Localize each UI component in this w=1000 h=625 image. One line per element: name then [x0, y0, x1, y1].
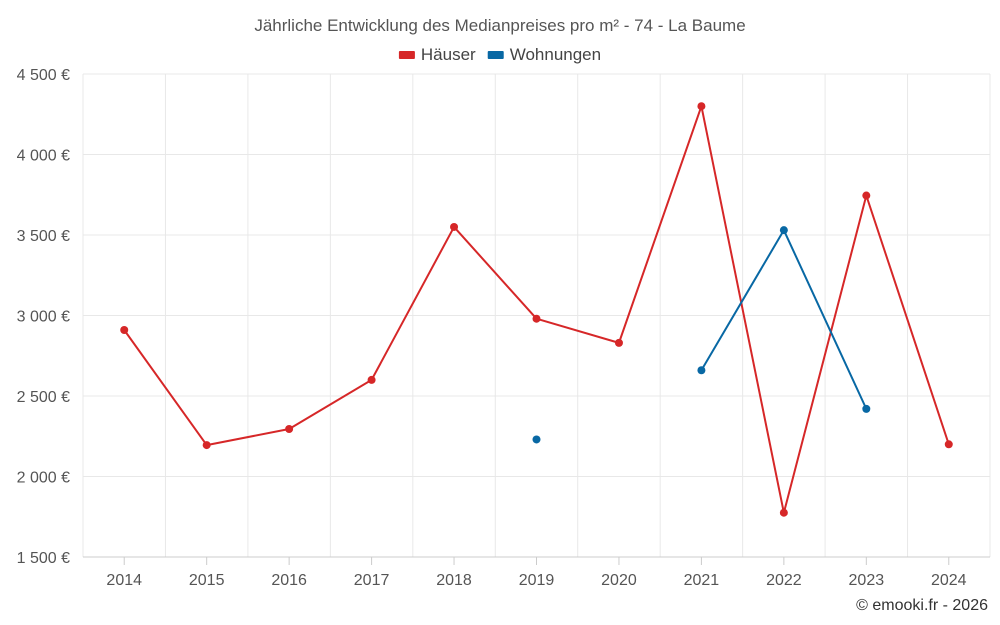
legend-swatch	[398, 51, 415, 59]
y-tick-label: 2 000 €	[17, 470, 70, 487]
axes: 1 500 € 2 000 € 2 500 € 3 000 € 3 500 € 4 000…	[17, 67, 990, 589]
data-point[interactable]	[862, 191, 871, 200]
y-tick-label: 2 500 €	[17, 389, 70, 406]
data-point[interactable]	[120, 325, 129, 334]
series-wohnungen	[532, 226, 871, 444]
legend-swatch	[487, 51, 504, 59]
x-tick-label: 2015	[189, 572, 225, 589]
x-tick-label: 2023	[849, 572, 885, 589]
data-point[interactable]	[614, 338, 623, 347]
y-tick-label: 4 500 €	[17, 67, 70, 84]
data-point[interactable]	[202, 441, 211, 450]
legend-label: Häuser	[421, 45, 476, 64]
data-point[interactable]	[779, 508, 788, 517]
x-tick-label: 2017	[354, 572, 390, 589]
series-layer	[120, 102, 953, 517]
y-tick-label: 3 000 €	[17, 309, 70, 326]
legend-label: Wohnungen	[510, 45, 601, 64]
x-tick-label: 2024	[931, 572, 967, 589]
data-point[interactable]	[779, 226, 788, 235]
x-tick-label: 2020	[601, 572, 637, 589]
legend-item-h-user[interactable]: Häuser	[398, 45, 476, 64]
x-tick-label: 2018	[436, 572, 472, 589]
data-point[interactable]	[285, 425, 294, 434]
data-point[interactable]	[697, 366, 706, 375]
series-h-user	[120, 102, 953, 517]
data-point[interactable]	[450, 222, 459, 231]
legend-item-wohnungen[interactable]: Wohnungen	[487, 45, 601, 64]
grid	[82, 73, 991, 557]
data-point[interactable]	[862, 404, 871, 413]
y-tick-label: 3 500 €	[17, 228, 70, 245]
credit: © emooki.fr - 2026	[856, 597, 988, 614]
x-tick-label: 2014	[106, 572, 142, 589]
x-tick-label: 2016	[271, 572, 307, 589]
x-tick-label: 2021	[684, 572, 720, 589]
data-point[interactable]	[944, 440, 953, 449]
x-tick-label: 2019	[519, 572, 555, 589]
series-line	[700, 229, 868, 410]
y-tick-label: 4 000 €	[17, 148, 70, 165]
data-point[interactable]	[532, 435, 541, 444]
legend[interactable]: Häuser Wohnungen	[398, 45, 601, 64]
data-point[interactable]	[367, 375, 376, 384]
y-tick-label: 1 500 €	[17, 550, 70, 567]
data-point[interactable]	[697, 102, 706, 111]
chart-title: Jährliche Entwicklung des Medianpreises …	[254, 16, 745, 35]
x-tick-label: 2022	[766, 572, 802, 589]
data-point[interactable]	[532, 314, 541, 323]
